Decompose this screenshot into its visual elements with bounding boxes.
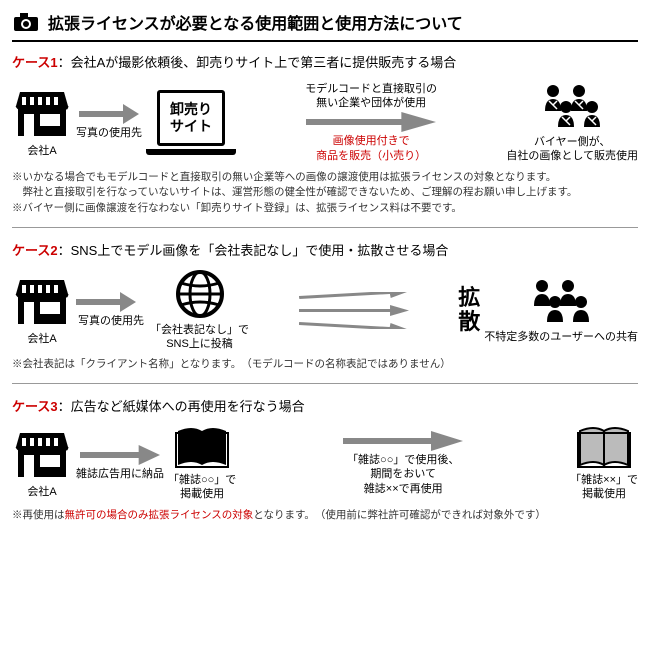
case2-arrow-1: 写真の使用先 <box>76 292 146 328</box>
people-icon <box>528 276 594 326</box>
book-solid-icon <box>174 425 230 469</box>
store-icon <box>12 274 72 328</box>
case2-notes: ※会社表記は「クライアント名称」となります。 （モデルコードの名称表記ではありま… <box>12 357 638 373</box>
store-icon <box>12 86 72 140</box>
spread-label: 拡 散 <box>458 286 480 334</box>
case-1: ケース1：会社Aが撮影依頼後、卸売りサイト上で第三者に提供販売する場合 会社A … <box>12 52 638 217</box>
arrow-icon <box>299 318 409 329</box>
store-icon <box>12 427 72 481</box>
case3-magazine-1: 「雑誌○○」で 掲載使用 <box>168 425 236 502</box>
case1-wholesale-site: 卸売り サイト <box>146 90 236 155</box>
people-icon <box>539 81 605 131</box>
case-3: ケース3：広告など紙媒体への再使用を行なう場合 会社A 雑誌広告用に納品 「雑誌… <box>12 396 638 523</box>
case3-notes: ※再使用は無許可の場合のみ拡張ライセンスの対象となります。 （使用前に弊社許可確… <box>12 508 638 524</box>
case2-spread-arrows <box>253 292 454 329</box>
case3-flow: 会社A 雑誌広告用に納品 「雑誌○○」で 掲載使用 「雑誌○○」で使用後、 期間… <box>12 425 638 502</box>
arrow-icon <box>306 112 436 132</box>
page-header: 拡張ライセンスが必要となる使用範囲と使用方法について <box>12 10 638 42</box>
arrow-icon <box>76 292 146 312</box>
globe-icon <box>175 269 225 319</box>
case1-arrow-2: モデルコードと直接取引の 無い企業や団体が使用 画像使用付きで 商品を販売（小売… <box>240 82 502 163</box>
case-2: ケース2：SNS上でモデル画像を「会社表記なし」で使用・拡散させる場合 会社A … <box>12 240 638 373</box>
case3-title: ケース3：広告など紙媒体への再使用を行なう場合 <box>12 396 638 415</box>
case3-magazine-2: 「雑誌××」で 掲載使用 <box>570 425 638 502</box>
arrow-icon <box>79 104 139 124</box>
camera-icon <box>12 11 40 33</box>
case3-arrow-1: 雑誌広告用に納品 <box>76 445 164 481</box>
divider <box>12 227 638 228</box>
page-title: 拡張ライセンスが必要となる使用範囲と使用方法について <box>48 10 463 34</box>
case1-notes: ※いかなる場合でもモデルコードと直接取引の無い企業等への画像の譲渡使用は拡張ライ… <box>12 170 638 217</box>
divider <box>12 383 638 384</box>
arrow-icon <box>80 445 160 465</box>
case3-company-a: 会社A <box>12 427 72 499</box>
case1-company-a: 会社A <box>12 86 72 158</box>
case2-sns: 「会社表記なし」で SNS上に投稿 <box>150 269 249 352</box>
case2-flow: 会社A 写真の使用先 「会社表記なし」で SNS上に投稿 拡 散 不特定多数のユ… <box>12 269 638 352</box>
case1-buyers: バイヤー側が、 自社の画像として販売使用 <box>506 81 638 164</box>
case1-title: ケース1：会社Aが撮影依頼後、卸売りサイト上で第三者に提供販売する場合 <box>12 52 638 71</box>
case1-flow: 会社A 写真の使用先 卸売り サイト モデルコードと直接取引の 無い企業や団体が… <box>12 81 638 164</box>
arrow-icon <box>299 292 409 303</box>
arrow-icon <box>299 305 409 316</box>
book-outline-icon <box>576 425 632 469</box>
case2-users: 不特定多数のユーザーへの共有 <box>484 276 638 344</box>
laptop-icon: 卸売り サイト <box>157 90 225 146</box>
arrow-icon <box>343 431 463 451</box>
case2-company-a: 会社A <box>12 274 72 346</box>
case3-arrow-2: 「雑誌○○」で使用後、 期間をおいて 雑誌××で再使用 <box>240 431 566 496</box>
case2-title: ケース2：SNS上でモデル画像を「会社表記なし」で使用・拡散させる場合 <box>12 240 638 259</box>
case1-arrow-1: 写真の使用先 <box>76 104 142 140</box>
